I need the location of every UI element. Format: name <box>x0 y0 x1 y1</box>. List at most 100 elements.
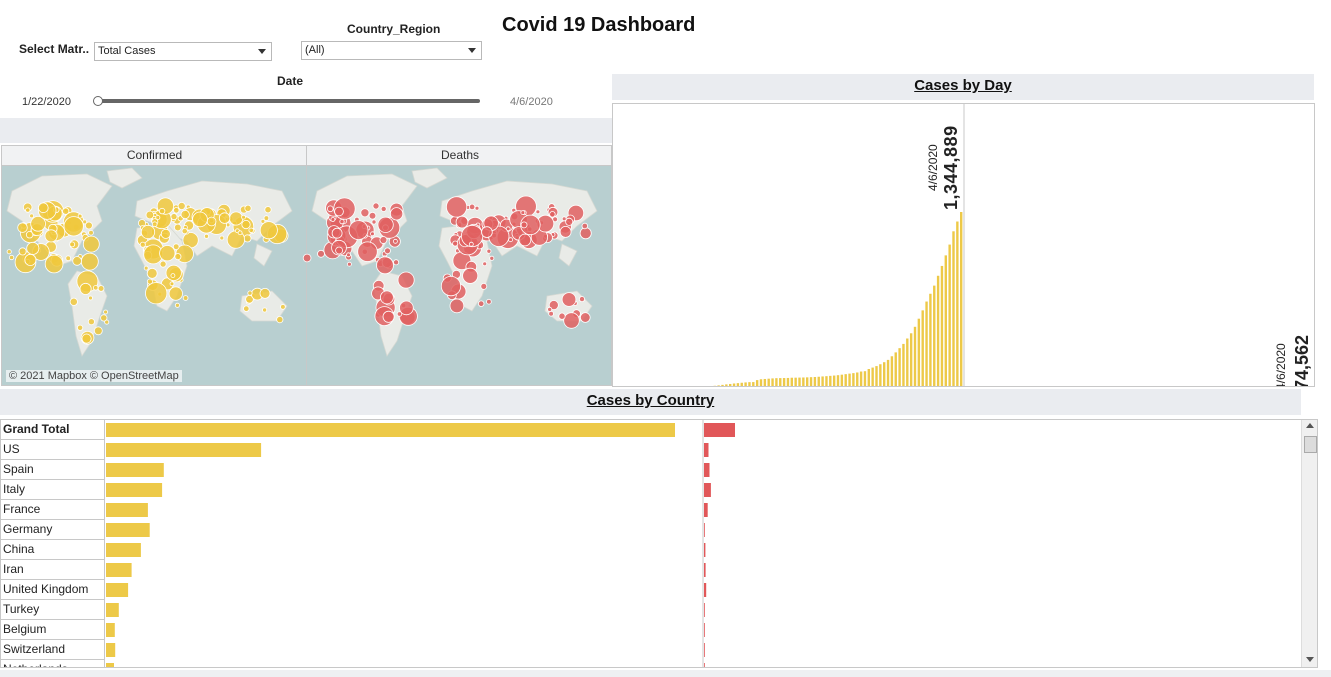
map-bubble <box>520 210 526 215</box>
map-bubble <box>357 241 378 262</box>
country-bars <box>106 423 735 667</box>
map-bubble <box>158 207 166 215</box>
map-bubble <box>243 305 250 312</box>
confirmed-day-bar <box>852 373 855 386</box>
map-bubble <box>88 229 94 236</box>
country-row-label[interactable]: Spain <box>1 460 105 480</box>
confirmed-day-bar <box>752 382 755 386</box>
world-map-panel[interactable]: Confirmed Deaths © 2021 Mapbox © OpenStr… <box>1 145 612 386</box>
map-bubble <box>92 285 99 291</box>
map-bubble <box>192 211 208 228</box>
map-bubble <box>486 298 492 305</box>
country-row-label[interactable]: Germany <box>1 520 105 540</box>
date-slider[interactable] <box>93 93 480 109</box>
map-bubble <box>559 226 572 238</box>
country-row-label[interactable]: Turkey <box>1 600 105 620</box>
cases-by-day-plot[interactable] <box>613 104 1315 387</box>
date-slider-thumb[interactable] <box>93 96 103 106</box>
confirmed-day-bar <box>836 375 840 386</box>
confirmed-daily-bars <box>713 212 963 386</box>
country-dropdown[interactable]: (All) <box>301 41 482 60</box>
date-range-end: 4/6/2020 <box>510 96 553 108</box>
cases-by-day-chart[interactable]: 4/6/2020 1,344,889 4/6/2020 74,562 <box>612 103 1315 387</box>
map-bubble <box>24 253 37 266</box>
map-bubble <box>482 261 488 267</box>
map-header-confirmed: Confirmed <box>2 146 307 166</box>
confirmed-day-bar <box>856 372 859 386</box>
country-row-label[interactable]: Netherlands <box>1 660 105 667</box>
map-bubble <box>276 316 284 324</box>
map-bubble <box>143 265 149 271</box>
confirmed-bubbles <box>6 197 289 345</box>
map-bubble <box>399 300 414 316</box>
map-bubble <box>151 221 158 227</box>
map-bubble <box>139 241 146 248</box>
map-bubble <box>44 254 64 274</box>
cases-by-day-title: Cases by Day <box>914 77 1012 94</box>
map-bubble <box>241 214 246 220</box>
deaths-country-bar <box>704 563 706 577</box>
confirmed-day-bar <box>759 379 763 386</box>
map-bubble <box>449 298 465 314</box>
map-bubble <box>88 295 93 301</box>
confirmed-day-bar <box>890 356 894 386</box>
metric-dropdown[interactable]: Total Cases <box>94 42 272 61</box>
confirmed-day-bar <box>782 378 786 386</box>
chevron-down-icon <box>258 49 266 54</box>
confirmed-day-bar <box>883 362 886 386</box>
deaths-country-bar <box>704 523 705 537</box>
world-map[interactable] <box>2 166 612 386</box>
map-bubble <box>6 249 12 255</box>
confirmed-day-bar <box>859 371 863 386</box>
confirmed-day-bar <box>732 383 736 386</box>
map-bubble <box>581 222 588 230</box>
map-bubble <box>140 224 156 240</box>
metric-selector-label: Select Matr.. <box>19 42 90 56</box>
map-bubble <box>348 220 369 240</box>
country-row-label[interactable]: Grand Total <box>1 420 105 440</box>
confirmed-country-bar <box>106 443 262 457</box>
map-bubble <box>168 286 183 301</box>
map-bubble <box>159 245 176 262</box>
map-bubble <box>81 333 92 344</box>
map-bubble <box>452 240 459 247</box>
map-bubble <box>520 221 528 229</box>
map-bubble <box>145 282 168 305</box>
confirmed-country-bar <box>106 503 148 517</box>
country-row-label[interactable]: Switzerland <box>1 640 105 660</box>
confirmed-day-bar <box>721 384 724 386</box>
map-bubble <box>518 233 532 247</box>
country-row-label[interactable]: US <box>1 440 105 460</box>
country-row-label[interactable]: Italy <box>1 480 105 500</box>
confirmed-day-bar <box>840 374 844 386</box>
metric-dropdown-value: Total Cases <box>98 45 156 57</box>
cases-by-country-title: Cases by Country <box>586 392 715 409</box>
deaths-last-date-label: 4/6/2020 <box>1274 343 1288 387</box>
vertical-scrollbar[interactable] <box>1301 420 1317 667</box>
cases-by-country-plot[interactable] <box>105 420 1301 668</box>
confirmed-day-bar <box>729 383 732 386</box>
map-bubble <box>159 260 167 268</box>
confirmed-day-bar <box>713 385 716 386</box>
country-row-label[interactable]: China <box>1 540 105 560</box>
scroll-down-icon[interactable] <box>1306 657 1314 662</box>
map-bubble <box>241 219 251 230</box>
country-row-label[interactable]: Iran <box>1 560 105 580</box>
cases-by-country-chart[interactable]: Grand Total US Spain Italy France Germany Chin… <box>0 419 1318 668</box>
map-bubble <box>180 209 190 220</box>
map-bubble <box>393 259 400 266</box>
country-row-label[interactable]: United Kingdom <box>1 580 105 600</box>
map-bubble <box>155 215 161 221</box>
map-bubble <box>520 214 541 236</box>
country-row-label[interactable]: France <box>1 500 105 520</box>
scroll-thumb[interactable] <box>1304 436 1317 453</box>
confirmed-day-bar <box>867 369 870 386</box>
map-bubble <box>87 318 95 326</box>
confirmed-day-bar <box>790 377 793 386</box>
country-row-label[interactable]: Belgium <box>1 620 105 640</box>
map-bubble <box>259 221 278 240</box>
map-bubble <box>18 247 27 256</box>
map-bubble <box>535 209 541 215</box>
scroll-up-icon[interactable] <box>1306 423 1314 428</box>
confirmed-day-bar <box>879 364 882 386</box>
